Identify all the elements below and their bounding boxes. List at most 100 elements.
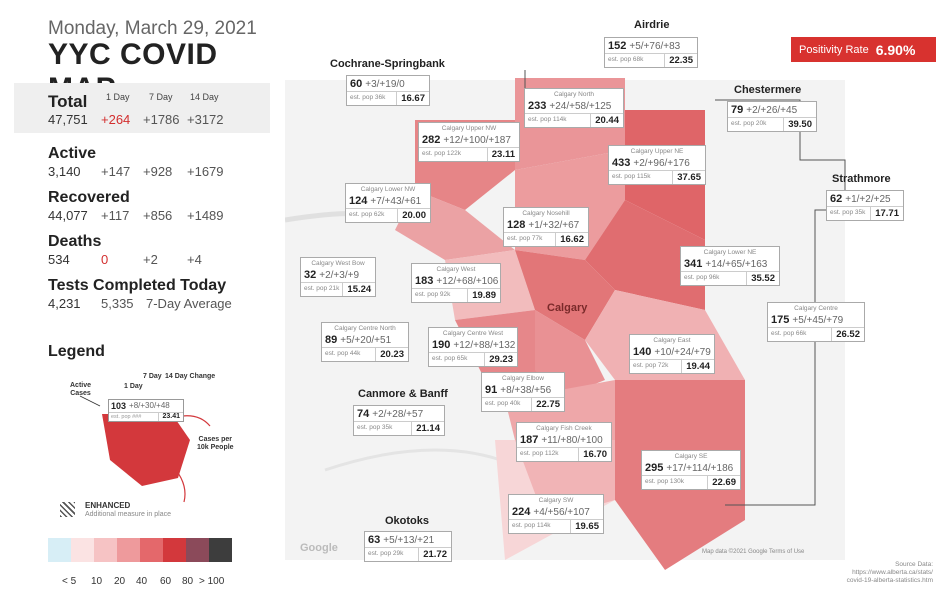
region-label-cochrane: Cochrane-Springbank bbox=[330, 58, 445, 70]
region-box-calgary-se[interactable]: Calgary SE 295 +17/+114/+186 est. pop 130… bbox=[641, 450, 741, 490]
region-box-calgary-east[interactable]: Calgary East 140 +10/+24/+79 est. pop 72k… bbox=[629, 334, 715, 374]
active-label: Active bbox=[48, 145, 97, 162]
region-label-canmore: Canmore & Banff bbox=[358, 388, 448, 400]
region-box-calgary-sw[interactable]: Calgary SW 224 +4/+56/+107 est. pop 114k 1… bbox=[508, 494, 604, 534]
region-name: Calgary Fish Creek bbox=[536, 425, 592, 432]
region-box-calgary-fish-creek[interactable]: Calgary Fish Creek 187 +11/+80/+100 est. … bbox=[516, 422, 612, 462]
region-changes: +17/+114/+186 bbox=[666, 463, 734, 474]
region-pop: est. pop 44k bbox=[325, 350, 361, 357]
region-rate: 19.89 bbox=[467, 289, 500, 302]
total-14day: +3172 bbox=[187, 112, 224, 127]
region-pop: est. pop 40k bbox=[485, 400, 521, 407]
region-active: 233 bbox=[528, 100, 547, 112]
region-rate: 37.65 bbox=[672, 171, 705, 184]
region-pop: est. pop 20k bbox=[731, 120, 767, 127]
active-value: 3,140 bbox=[48, 164, 81, 179]
region-changes: +2/+3/+9 bbox=[319, 270, 360, 281]
region-box-calgary-elbow[interactable]: Calgary Elbow 91 +8/+38/+56 est. pop 40k 2… bbox=[481, 372, 565, 412]
region-changes: +11/+80/+100 bbox=[541, 435, 603, 446]
region-name: Calgary Centre North bbox=[334, 325, 396, 332]
deaths-value: 534 bbox=[48, 252, 70, 267]
region-label-strathmore: Strathmore bbox=[832, 173, 891, 185]
region-box-okotoks[interactable]: 63 +5/+13/+21 est. pop 29k 21.72 bbox=[364, 531, 452, 562]
legend-per10k: Cases per 10k People bbox=[197, 436, 234, 451]
region-box-calgary-upper-nw[interactable]: Calgary Upper NW 282 +12/+100/+187 est. p… bbox=[418, 122, 520, 162]
region-box-calgary-west[interactable]: Calgary West 183 +12/+68/+106 est. pop 92… bbox=[411, 263, 501, 303]
region-active: 128 bbox=[507, 219, 526, 231]
col-header-14day: 14 Day bbox=[190, 92, 219, 102]
region-box-cochrane[interactable]: 60 +3/+19/0 est. pop 36k 16.67 bbox=[346, 75, 430, 106]
active-14day: +1679 bbox=[187, 164, 224, 179]
region-changes: +8/+38/+56 bbox=[500, 385, 552, 396]
region-name: Calgary East bbox=[653, 337, 691, 344]
region-rate: 23.11 bbox=[486, 148, 519, 161]
region-box-calgary-lower-ne[interactable]: Calgary Lower NE 341 +14/+65/+163 est. po… bbox=[680, 246, 780, 286]
region-pop: est. pop 92k bbox=[415, 291, 451, 298]
positivity-label: Positivity Rate bbox=[799, 43, 869, 56]
region-pop: est. pop 36k bbox=[350, 94, 386, 101]
region-pop: est. pop 96k bbox=[684, 274, 720, 281]
region-active: 62 bbox=[830, 193, 843, 205]
region-rate: 15.24 bbox=[342, 283, 375, 296]
region-box-calgary-centre-north[interactable]: Calgary Centre North 89 +5/+20/+51 est. p… bbox=[321, 322, 409, 362]
legend-arrow-rate bbox=[181, 415, 211, 427]
region-box-chestermere[interactable]: 79 +2/+26/+45 est. pop 20k 39.50 bbox=[727, 101, 817, 132]
region-name: Calgary SE bbox=[674, 453, 708, 460]
region-changes: +2/+26/+45 bbox=[746, 105, 798, 116]
region-active: 282 bbox=[422, 134, 441, 146]
total-label: Total bbox=[48, 92, 88, 111]
region-box-calgary-centre-west[interactable]: Calgary Centre West 190 +12/+88/+132 est.… bbox=[428, 327, 518, 367]
region-pop: est. pop 114k bbox=[528, 116, 567, 123]
enhanced-hatch-icon bbox=[60, 502, 75, 517]
region-rate: 39.50 bbox=[783, 118, 816, 131]
region-rate: 20.00 bbox=[397, 209, 430, 222]
region-active: 187 bbox=[520, 434, 539, 446]
region-changes: +12/+100/+187 bbox=[443, 135, 511, 146]
region-box-calgary-north[interactable]: Calgary North 233 +24/+58/+125 est. pop 1… bbox=[524, 88, 624, 128]
region-changes: +4/+56/+107 bbox=[533, 507, 590, 518]
positivity-value: 6.90% bbox=[875, 41, 916, 58]
legend-title: Legend bbox=[48, 343, 105, 360]
region-box-calgary-west-bow[interactable]: Calgary West Bow 32 +2/+3/+9 est. pop 21k… bbox=[300, 257, 376, 297]
region-pop: est. pop 68k bbox=[608, 56, 644, 63]
region-pop: est. pop 115k bbox=[612, 173, 651, 180]
legend-arrow-active bbox=[79, 395, 101, 407]
region-box-canmore[interactable]: 74 +2/+28/+57 est. pop 35k 21.14 bbox=[353, 405, 445, 436]
region-box-calgary-nosehill[interactable]: Calgary Nosehill 128 +1/+32/+67 est. pop … bbox=[503, 207, 589, 247]
region-active: 91 bbox=[485, 384, 498, 396]
region-rate: 22.69 bbox=[707, 476, 740, 489]
report-date: Monday, March 29, 2021 bbox=[48, 18, 257, 39]
region-name: Calgary Nosehill bbox=[522, 210, 570, 217]
region-rate: 20.23 bbox=[375, 348, 408, 361]
region-active: 224 bbox=[512, 506, 531, 518]
region-box-airdrie[interactable]: 152 +5/+76/+83 est. pop 68k 22.35 bbox=[604, 37, 698, 68]
map-attribution: Map data ©2021 Google Terms of Use bbox=[702, 549, 805, 555]
col-header-1day: 1 Day bbox=[106, 92, 130, 102]
legend-arrow-down bbox=[175, 469, 186, 503]
region-box-strathmore[interactable]: 62 +1/+2/+25 est. pop 35k 17.71 bbox=[826, 190, 904, 221]
legend-14day: 14 Day Change bbox=[165, 373, 216, 380]
region-changes: +24/+58/+125 bbox=[549, 101, 612, 112]
legend-sample-box: 103 +8/+30/+48 est. pop ### 23.41 bbox=[108, 399, 184, 422]
scale-label: 60 bbox=[160, 576, 172, 587]
region-name: Calgary West Bow bbox=[311, 260, 365, 267]
region-box-calgary-centre[interactable]: Calgary Centre 175 +5/+45/+79 est. pop 66… bbox=[767, 302, 865, 342]
legend-sample-region bbox=[102, 414, 190, 486]
region-active: 89 bbox=[325, 334, 338, 346]
scale-label: > 100 bbox=[199, 576, 225, 587]
region-rate: 16.67 bbox=[396, 92, 429, 105]
source-note: Source Data: https://www.alberta.ca/stat… bbox=[846, 561, 933, 584]
scale-swatch bbox=[209, 538, 232, 562]
active-7day: +928 bbox=[143, 164, 173, 179]
region-rate: 19.44 bbox=[681, 360, 714, 373]
region-box-calgary-upper-ne[interactable]: Calgary Upper NE 433 +2/+96/+176 est. pop… bbox=[608, 145, 706, 185]
region-changes: +1/+2/+25 bbox=[845, 194, 891, 205]
color-scale-labels: < 5 10 20 40 60 80 > 100 bbox=[48, 576, 248, 590]
region-box-calgary-lower-nw[interactable]: Calgary Lower NW 124 +7/+43/+61 est. pop … bbox=[345, 183, 431, 223]
region-changes: +5/+76/+83 bbox=[629, 41, 681, 52]
region-name: Calgary North bbox=[553, 91, 595, 98]
region-changes: +12/+88/+132 bbox=[453, 340, 516, 351]
scale-swatch bbox=[48, 538, 71, 562]
region-rate: 21.14 bbox=[411, 422, 444, 435]
scale-label: 40 bbox=[136, 576, 148, 587]
